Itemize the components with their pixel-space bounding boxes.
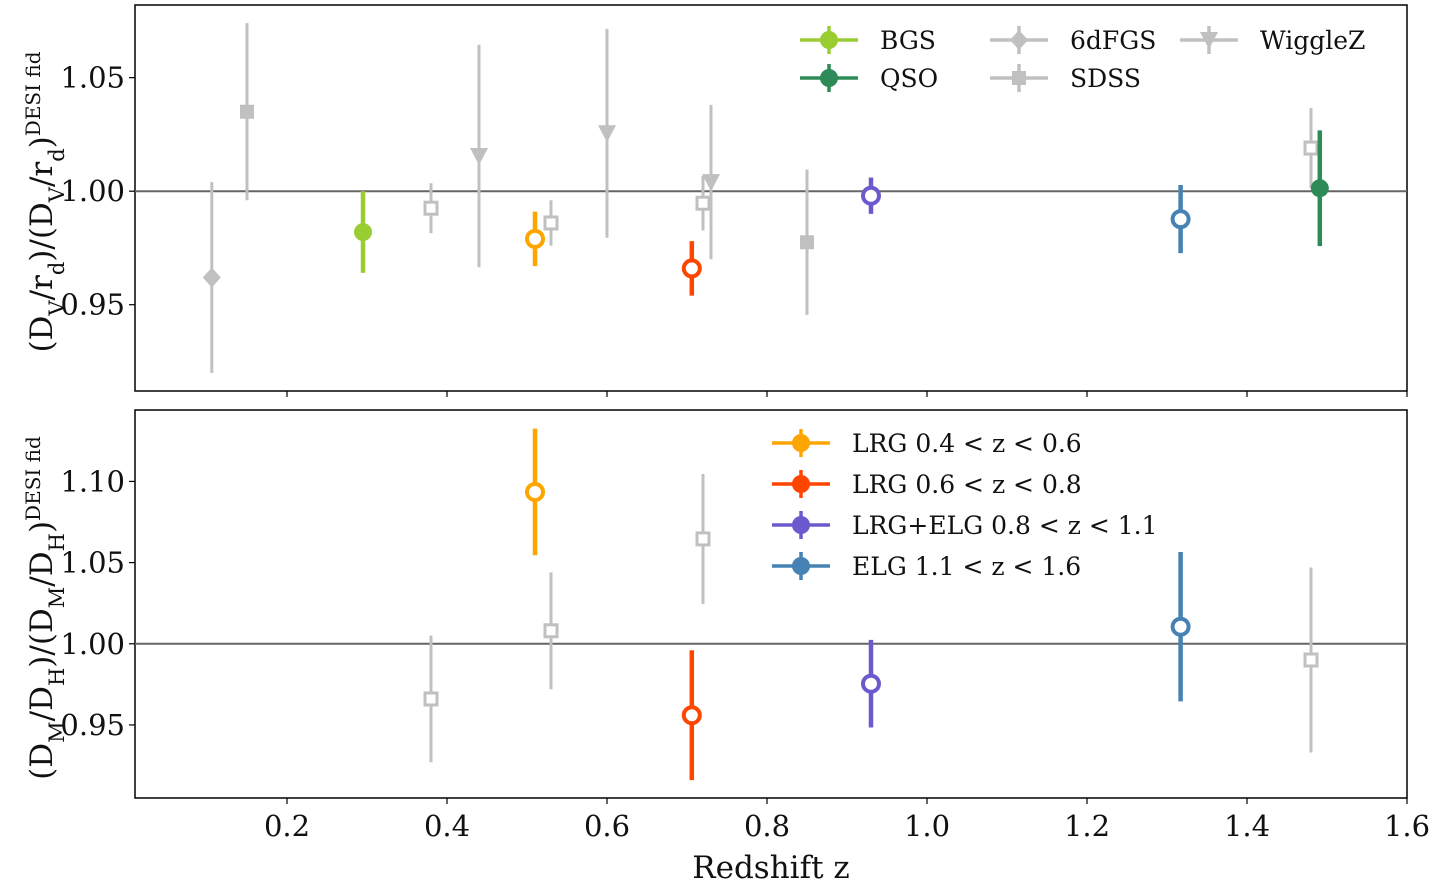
point-marker xyxy=(543,215,559,231)
data-point xyxy=(1310,130,1329,247)
data-point xyxy=(543,200,559,246)
data-point xyxy=(861,177,881,214)
plot-frame xyxy=(134,4,1408,392)
legend-label: QSO xyxy=(880,64,938,93)
x-tick-label: 1.4 xyxy=(1224,809,1270,843)
x-tick-label: 0.8 xyxy=(744,809,790,843)
legend-marker xyxy=(1012,71,1026,85)
data-point xyxy=(695,473,711,604)
point-marker xyxy=(681,258,702,279)
data-point xyxy=(1303,567,1319,753)
data-point xyxy=(543,572,559,690)
data-point xyxy=(525,211,545,267)
y-axis-label: (DM/DH)/(DM/DH)DESI fid xyxy=(21,436,69,780)
y-tick-label: 1.00 xyxy=(60,627,125,661)
data-point xyxy=(423,635,439,763)
x-tick-label: 0.6 xyxy=(584,809,630,843)
legend-marker xyxy=(820,31,838,49)
point-marker xyxy=(1310,179,1329,198)
y-tick-label: 1.05 xyxy=(60,61,125,95)
point-marker xyxy=(423,200,439,216)
point-marker xyxy=(861,185,881,206)
legend-label: LRG 0.4 < z < 0.6 xyxy=(852,429,1082,458)
data-point xyxy=(525,428,545,556)
y-tick-label: 1.10 xyxy=(60,464,125,498)
data-point xyxy=(202,182,221,373)
point-marker xyxy=(470,147,488,165)
data-point xyxy=(1170,552,1191,702)
legend-marker xyxy=(1200,32,1218,49)
legend: BGS QSO 6dFGS SDSS WiggleZ xyxy=(800,26,1365,93)
data-point xyxy=(681,650,702,781)
y-tick-label: 0.95 xyxy=(60,288,125,322)
point-marker xyxy=(1170,209,1191,230)
data-point xyxy=(1170,185,1191,254)
legend-label: LRG+ELG 0.8 < z < 1.1 xyxy=(852,511,1157,540)
point-marker xyxy=(525,228,545,249)
legend-marker xyxy=(792,516,810,534)
point-marker xyxy=(598,125,616,143)
data-point xyxy=(681,241,702,296)
legend-label: WiggleZ xyxy=(1260,26,1365,55)
legend-marker xyxy=(792,557,810,575)
x-tick-label: 1.0 xyxy=(904,809,950,843)
legend-label: SDSS xyxy=(1070,64,1141,93)
legend-marker xyxy=(792,475,810,493)
data-point xyxy=(598,28,616,238)
point-marker xyxy=(1303,140,1319,156)
legend-label: LRG 0.6 < z < 0.8 xyxy=(852,470,1082,499)
data-point xyxy=(240,23,254,201)
x-tick-label: 1.2 xyxy=(1064,809,1110,843)
legend: LRG 0.4 < z < 0.6 LRG 0.6 < z < 0.8 LRG+EL… xyxy=(772,429,1157,581)
point-marker xyxy=(202,267,221,288)
point-marker xyxy=(354,223,372,242)
data-point xyxy=(861,639,881,728)
y-axis-label: (DV/rd)/(DV/rd)DESI fid xyxy=(21,51,69,352)
point-marker xyxy=(695,531,711,547)
panel-2: 0.95 1.00 1.05 1.10 0.2 0.4 0.6 0.8 1.0 1.2 1.4 1.6… xyxy=(21,409,1430,843)
data-point xyxy=(423,183,439,234)
y-tick-label: 1.00 xyxy=(60,174,125,208)
panel-1: 0.95 1.00 1.05(DV/rd)/(DV/rd)DESI fid BGS QS… xyxy=(21,4,1408,397)
point-marker xyxy=(1170,616,1191,637)
x-tick-label: 0.2 xyxy=(264,809,310,843)
x-tick-label: 1.6 xyxy=(1384,809,1430,843)
point-marker xyxy=(543,623,559,639)
legend-label: 6dFGS xyxy=(1070,26,1156,55)
point-marker xyxy=(525,481,545,502)
point-marker xyxy=(1303,652,1319,668)
plot-frame xyxy=(134,409,1408,799)
legend-marker xyxy=(792,434,810,452)
point-marker xyxy=(681,705,702,726)
point-marker xyxy=(702,174,720,192)
x-axis-label: Redshift z xyxy=(692,850,849,886)
point-marker xyxy=(861,673,881,694)
legend-label: ELG 1.1 < z < 1.6 xyxy=(852,552,1081,581)
point-marker xyxy=(695,195,711,211)
data-point xyxy=(470,44,488,268)
legend-marker xyxy=(1010,30,1028,50)
data-point xyxy=(354,191,372,273)
legend-marker xyxy=(820,69,838,87)
point-marker xyxy=(423,691,439,707)
y-tick-label: 1.05 xyxy=(60,546,125,580)
data-point xyxy=(800,169,814,315)
point-marker xyxy=(800,235,814,250)
x-tick-label: 0.4 xyxy=(424,809,470,843)
legend-label: BGS xyxy=(880,26,936,55)
data-point xyxy=(695,175,711,231)
point-marker xyxy=(240,104,254,119)
y-tick-label: 0.95 xyxy=(60,708,125,742)
data-point xyxy=(702,104,720,260)
data-point xyxy=(1303,108,1319,189)
